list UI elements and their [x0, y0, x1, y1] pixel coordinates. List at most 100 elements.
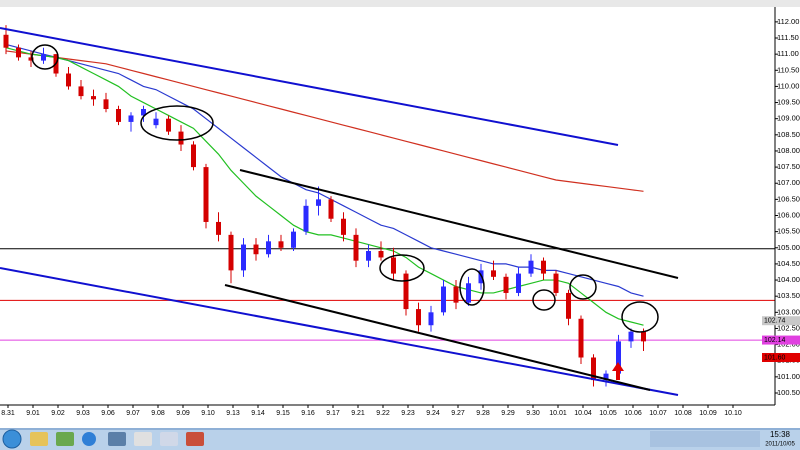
y-tick-label: 108.50 — [777, 130, 800, 139]
x-tick-label: 9.10 — [201, 410, 215, 417]
candle-body — [116, 109, 121, 122]
y-tick-label: 108.00 — [777, 146, 800, 155]
y-tick-label: 105.50 — [777, 227, 800, 236]
candle-body — [416, 309, 421, 326]
candle-body — [191, 144, 196, 168]
price-label-box — [762, 335, 800, 345]
annotations — [0, 27, 679, 396]
y-tick-label: 106.50 — [777, 194, 800, 203]
candle-body — [566, 292, 571, 319]
candle-body — [628, 331, 634, 342]
taskbar-icon[interactable] — [82, 432, 96, 446]
y-tick-label: 111.50 — [777, 33, 799, 42]
candle-body — [66, 73, 71, 87]
y-tick-label: 103.50 — [777, 291, 800, 300]
price-label: 102.14 — [764, 337, 786, 344]
x-tick-label: 10.07 — [649, 410, 667, 417]
x-tick-label: 9.24 — [426, 410, 440, 417]
x-tick-label: 9.06 — [101, 410, 115, 417]
price-label: 101.60 — [764, 354, 786, 361]
candle-body — [128, 115, 134, 122]
candle-body — [378, 251, 384, 258]
candle-body — [553, 273, 559, 293]
trend-line — [239, 169, 679, 279]
x-tick-label: 9.21 — [351, 410, 365, 417]
taskbar-edge — [0, 428, 800, 430]
candle-body — [253, 244, 259, 255]
candle-body — [616, 341, 621, 374]
price-label-box — [762, 316, 800, 326]
taskbar-icon[interactable] — [30, 432, 48, 446]
candle-body — [466, 283, 471, 303]
plot — [0, 21, 778, 408]
y-tick-label: 100.50 — [777, 388, 800, 397]
candle-body — [316, 199, 321, 206]
candle-body — [78, 86, 84, 97]
taskbar-icon[interactable] — [134, 432, 152, 446]
y-tick-label: 110.50 — [777, 65, 799, 74]
x-tick-label: 9.27 — [451, 410, 465, 417]
x-tick-label: 10.01 — [549, 410, 567, 417]
candle-body — [153, 118, 159, 126]
candle-body — [291, 231, 296, 248]
candle-body — [528, 260, 534, 274]
circle-mark — [379, 254, 425, 282]
candle-body — [641, 331, 646, 342]
candle-body — [591, 357, 596, 381]
moving-average — [5, 50, 644, 192]
x-tick-label: 9.23 — [401, 410, 415, 417]
candle-body — [341, 218, 346, 235]
x-tick-label: 9.09 — [176, 410, 190, 417]
candle-body — [541, 260, 546, 274]
x-tick-label: 9.13 — [226, 410, 240, 417]
candle-body — [603, 373, 609, 381]
trend-line — [0, 267, 679, 396]
x-tick-label: 10.09 — [699, 410, 717, 417]
candle-body — [41, 54, 46, 61]
trend-line — [224, 284, 651, 391]
x-tick-label: 9.17 — [326, 410, 340, 417]
candle-body — [103, 99, 109, 110]
candle-body — [516, 273, 521, 293]
circle-mark — [621, 301, 659, 333]
y-tick-label: 110.00 — [777, 81, 799, 90]
clock-time: 15:38 — [770, 430, 791, 439]
candle-body — [478, 270, 484, 284]
clock-date: 2011/10/05 — [765, 442, 795, 448]
circle-mark — [459, 268, 485, 306]
x-tick-label: 9.22 — [376, 410, 390, 417]
x-tick-label: 10.06 — [624, 410, 642, 417]
x-tick-label: 9.07 — [126, 410, 140, 417]
candle-body — [366, 251, 371, 261]
x-tick-label: 9.28 — [476, 410, 490, 417]
x-tick-label: 10.08 — [674, 410, 692, 417]
start-button[interactable] — [2, 429, 22, 449]
price-label-box — [762, 352, 800, 362]
taskbar-icon[interactable] — [108, 432, 126, 446]
candle-body — [428, 312, 434, 326]
y-tick-label: 112.00 — [777, 17, 799, 26]
x-tick-label: 9.08 — [151, 410, 165, 417]
candle-body — [216, 221, 221, 235]
taskbar-icon[interactable] — [186, 432, 204, 446]
candle-body — [328, 199, 334, 219]
moving-average — [5, 43, 644, 297]
x-tick-label: 9.02 — [51, 410, 65, 417]
candle-body — [303, 205, 309, 232]
y-tick-label: 109.00 — [777, 114, 800, 123]
x-tick-label: 9.30 — [526, 410, 540, 417]
y-tick-label: 101.00 — [777, 372, 800, 381]
candle-body — [491, 270, 496, 277]
trend-line — [0, 27, 619, 146]
x-tick-label: 10.10 — [724, 410, 742, 417]
candle-body — [578, 318, 584, 358]
y-tick-label: 109.50 — [777, 98, 800, 107]
candle-body — [266, 241, 271, 255]
candle-body — [503, 276, 509, 293]
candle-body — [166, 118, 171, 132]
taskbar-icon[interactable] — [56, 432, 74, 446]
y-tick-label: 103.00 — [777, 307, 800, 316]
taskbar-icon[interactable] — [160, 432, 178, 446]
